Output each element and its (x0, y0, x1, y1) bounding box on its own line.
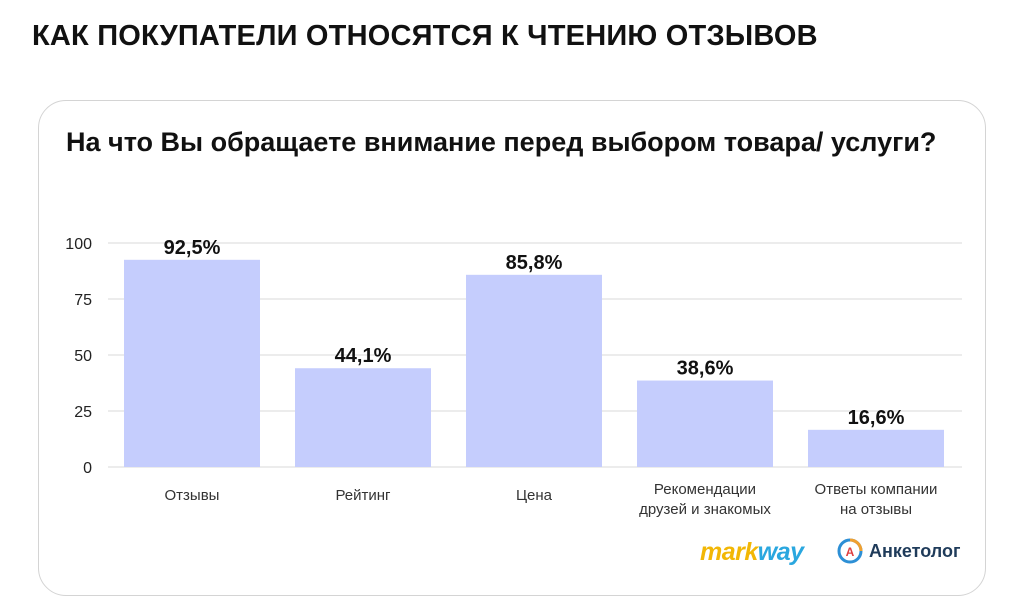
bar (295, 368, 431, 467)
page-title: КАК ПОКУПАТЕЛИ ОТНОСЯТСЯ К ЧТЕНИЮ ОТЗЫВО… (32, 20, 818, 52)
x-tick-label: друзей и знакомых (639, 501, 771, 518)
anketolog-logo: A Анкетолог (837, 538, 960, 564)
x-tick-label: Рейтинг (335, 487, 391, 504)
y-tick-label: 0 (83, 460, 92, 477)
svg-text:A: A (846, 545, 855, 559)
y-tick-label: 25 (74, 404, 92, 421)
markway-logo: markway (700, 538, 804, 566)
y-tick-label: 50 (74, 348, 92, 365)
logos: markway A Анкетолог (700, 536, 960, 576)
x-tick-label: Отзывы (165, 487, 220, 504)
data-label: 16,6% (848, 407, 905, 429)
y-tick-label: 75 (74, 292, 92, 309)
data-label: 92,5% (164, 237, 221, 259)
anketolog-icon: A (837, 538, 863, 564)
survey-question: На что Вы обращаете внимание перед выбор… (66, 127, 937, 157)
data-label: 44,1% (335, 345, 392, 367)
data-label: 85,8% (506, 252, 563, 274)
data-label: 38,6% (677, 358, 734, 380)
x-tick-label: Цена (516, 487, 553, 504)
bar (124, 259, 260, 467)
bar (808, 429, 944, 467)
x-tick-label: на отзывы (840, 501, 912, 518)
x-tick-label: Рекомендации (654, 481, 756, 498)
x-tick-label: Ответы компании (815, 481, 938, 498)
bar (466, 274, 602, 467)
bar (637, 380, 773, 467)
y-tick-label: 100 (65, 236, 92, 253)
